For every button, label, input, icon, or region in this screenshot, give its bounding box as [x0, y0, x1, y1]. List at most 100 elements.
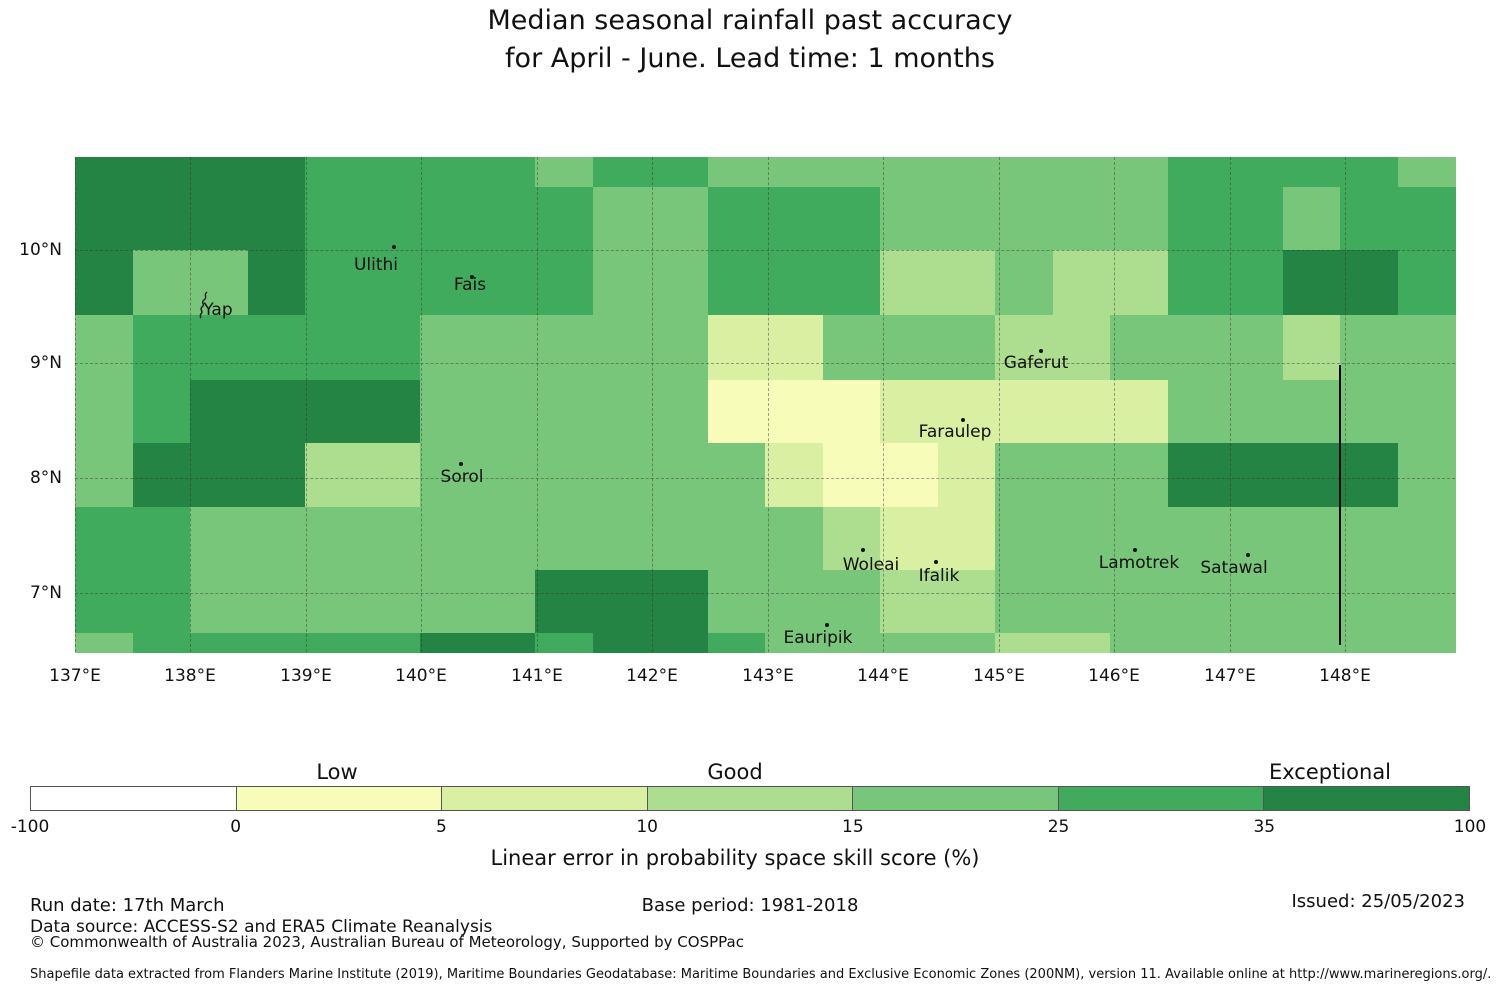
map-cell	[592, 380, 651, 444]
latitude-gridline	[75, 478, 1455, 479]
x-axis-tick-label: 148°E	[1319, 666, 1371, 686]
map-cell	[650, 250, 709, 316]
map-cell	[1340, 187, 1399, 251]
map-cell	[305, 157, 364, 188]
island-label: Yap	[203, 300, 233, 320]
map-cell	[937, 187, 996, 251]
map-cell	[1167, 380, 1226, 444]
map-cell	[937, 633, 996, 653]
island-marker	[1133, 548, 1137, 552]
map-cell	[1110, 380, 1169, 444]
map-cell	[1340, 570, 1399, 634]
map-cell	[75, 157, 134, 188]
map-cell	[420, 443, 479, 508]
map-cell	[477, 315, 536, 381]
map-cell	[132, 507, 191, 571]
data-source-text: Data source: ACCESS-S2 and ERA5 Climate …	[30, 917, 493, 937]
map-cell	[707, 250, 766, 316]
island-label: Fais	[453, 275, 487, 295]
island-label: Woleai	[842, 555, 900, 575]
map-cell	[1397, 443, 1456, 508]
map-cell	[707, 157, 766, 188]
map-cell	[190, 187, 249, 251]
map-cell	[765, 315, 824, 381]
x-axis-tick-label: 147°E	[1204, 666, 1256, 686]
longitude-gridline	[190, 157, 191, 652]
map-cell	[650, 315, 709, 381]
map-cell	[592, 507, 651, 571]
map-cell	[247, 443, 306, 508]
longitude-gridline	[883, 157, 884, 652]
map-cell	[420, 507, 479, 571]
colorbar-tick-label: -100	[10, 817, 50, 837]
map-cell	[362, 633, 421, 653]
map-cell	[75, 633, 134, 653]
map-cell	[1340, 157, 1399, 188]
map-cell	[305, 570, 364, 634]
x-axis-tick-label: 146°E	[1088, 666, 1140, 686]
island-marker	[825, 623, 829, 627]
map-cell	[362, 187, 421, 251]
map-cell	[190, 443, 249, 508]
map-cell	[247, 187, 306, 251]
map-cell	[305, 507, 364, 571]
map-cell	[1397, 380, 1456, 444]
map-cell	[1052, 633, 1111, 653]
map-cell	[132, 633, 191, 653]
map-cell	[132, 380, 191, 444]
map-cell	[535, 315, 594, 381]
map-cell	[707, 507, 766, 571]
map-cell	[1225, 570, 1284, 634]
map-cell	[1167, 633, 1226, 653]
y-axis-tick-label: 9°N	[29, 353, 62, 373]
map-cell	[190, 157, 249, 188]
map-cell	[75, 187, 134, 251]
x-axis-tick-label: 141°E	[511, 666, 563, 686]
map-cell	[1225, 633, 1284, 653]
map-cell	[707, 380, 766, 444]
island-marker	[1039, 349, 1043, 353]
longitude-gridline	[306, 157, 307, 652]
x-axis-tick-label: 140°E	[395, 666, 447, 686]
map-cell	[247, 570, 306, 634]
map-cell	[1340, 633, 1399, 653]
map-cell	[1167, 315, 1226, 381]
map-cell	[880, 315, 939, 381]
colorbar-tick-label: 15	[842, 817, 864, 837]
yap-island-outline	[196, 291, 214, 323]
map-cell	[1282, 380, 1341, 444]
map-cell	[592, 315, 651, 381]
map-cell	[75, 507, 134, 571]
colorbar-category-label: Low	[316, 760, 358, 784]
map-cell	[1167, 507, 1226, 571]
map-cell	[420, 315, 479, 381]
map-cell	[1110, 633, 1169, 653]
map-cell	[132, 187, 191, 251]
map-cell	[1052, 507, 1111, 571]
colorbar-segment	[853, 787, 1059, 810]
map-cell	[477, 250, 536, 316]
map-cell	[880, 187, 939, 251]
map-cell	[1397, 633, 1456, 653]
map-cell	[880, 157, 939, 188]
map-cell	[707, 315, 766, 381]
chart-title-line2: for April - June. Lead time: 1 months	[505, 43, 995, 74]
map-cell	[305, 380, 364, 444]
island-marker	[961, 418, 965, 422]
colorbar-segment	[647, 787, 854, 810]
map-cell	[477, 570, 536, 634]
longitude-gridline	[999, 157, 1000, 652]
longitude-gridline	[75, 157, 76, 652]
copyright-text: © Commonwealth of Australia 2023, Austra…	[30, 933, 744, 951]
map-cell	[822, 380, 881, 444]
map-cell	[1225, 250, 1284, 316]
map-cell	[592, 633, 651, 653]
map-cell	[132, 443, 191, 508]
longitude-gridline	[652, 157, 653, 652]
map-cell	[765, 187, 824, 251]
map-cell	[1340, 380, 1399, 444]
map-cell	[650, 570, 709, 634]
map-cell	[305, 443, 364, 508]
map-cell	[1110, 157, 1169, 188]
